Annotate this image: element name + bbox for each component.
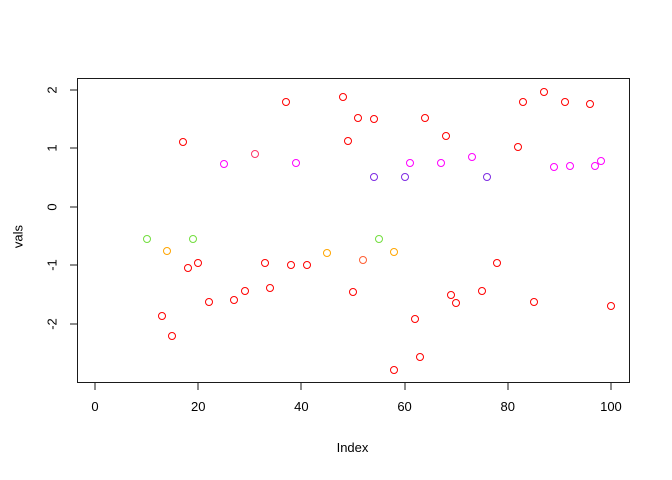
data-point [230,296,239,305]
data-point [550,162,559,171]
data-point [250,149,259,158]
y-tick-mark [70,89,77,91]
data-point [483,173,492,182]
data-point [189,234,198,243]
data-point [441,132,450,141]
data-point [560,98,569,107]
data-point [519,98,528,107]
data-point [452,299,461,308]
x-axis-title: Index [336,440,369,455]
data-point [302,261,311,269]
data-point [369,173,378,182]
data-point [281,98,290,107]
x-tick-label: 20 [190,399,206,414]
data-point [390,366,399,375]
data-point [565,161,574,170]
data-point [220,160,228,169]
data-point [292,159,301,168]
y-tick-mark [70,206,77,208]
data-point [410,314,419,323]
plot-area: 0 20 40 60 80 100 -2 -1 0 1 2 [45,78,630,414]
x-tick-mark [507,383,509,390]
y-tick-mark [70,264,77,266]
x-tick-label: 60 [397,399,412,414]
x-tick-mark [610,383,612,390]
data-point [178,138,187,147]
y-axis-title: vals [10,224,26,249]
data-point [359,256,368,265]
data-point [390,248,399,257]
data-point [477,286,486,295]
y-tick-label: 2 [44,85,60,94]
data-point [266,284,275,293]
data-point [606,301,615,310]
data-point [194,259,203,268]
data-point [586,100,595,109]
data-point [158,312,167,321]
y-tick-mark [70,147,77,149]
data-point [514,142,523,151]
data-point [447,291,455,300]
data-point [591,162,600,171]
data-point [240,287,249,296]
x-tick-label: 80 [500,399,515,414]
x-tick-mark [404,383,406,390]
data-point [374,235,383,244]
x-tick-mark [94,383,96,390]
y-tick-mark [70,323,77,324]
data-point [168,332,177,341]
y-tick-label: -1 [44,259,60,271]
y-tick-label: 1 [44,144,60,152]
data-point [596,156,605,165]
data-point [467,153,476,162]
data-point [416,353,425,362]
data-point [338,92,347,101]
data-point [400,173,409,182]
data-point [343,137,352,145]
y-tick-label: -2 [44,317,60,330]
y-tick-label: 0 [44,202,60,211]
data-point [348,287,357,296]
data-point [142,234,151,243]
x-tick-label: 100 [600,399,622,414]
data-point [493,259,502,268]
data-point [323,249,332,258]
data-point [163,246,172,255]
x-tick-label: 40 [294,399,309,414]
x-tick-label: 0 [91,399,99,414]
data-point [436,159,445,168]
data-point [539,88,548,97]
data-point [354,113,363,122]
data-point [183,263,192,272]
x-tick-mark [300,383,302,390]
data-point [421,113,430,122]
x-tick-mark [197,383,199,390]
data-point [287,261,296,269]
data-point [204,297,213,306]
data-point [529,297,538,306]
data-point [405,158,414,167]
data-point [261,259,270,268]
data-point [369,114,378,123]
